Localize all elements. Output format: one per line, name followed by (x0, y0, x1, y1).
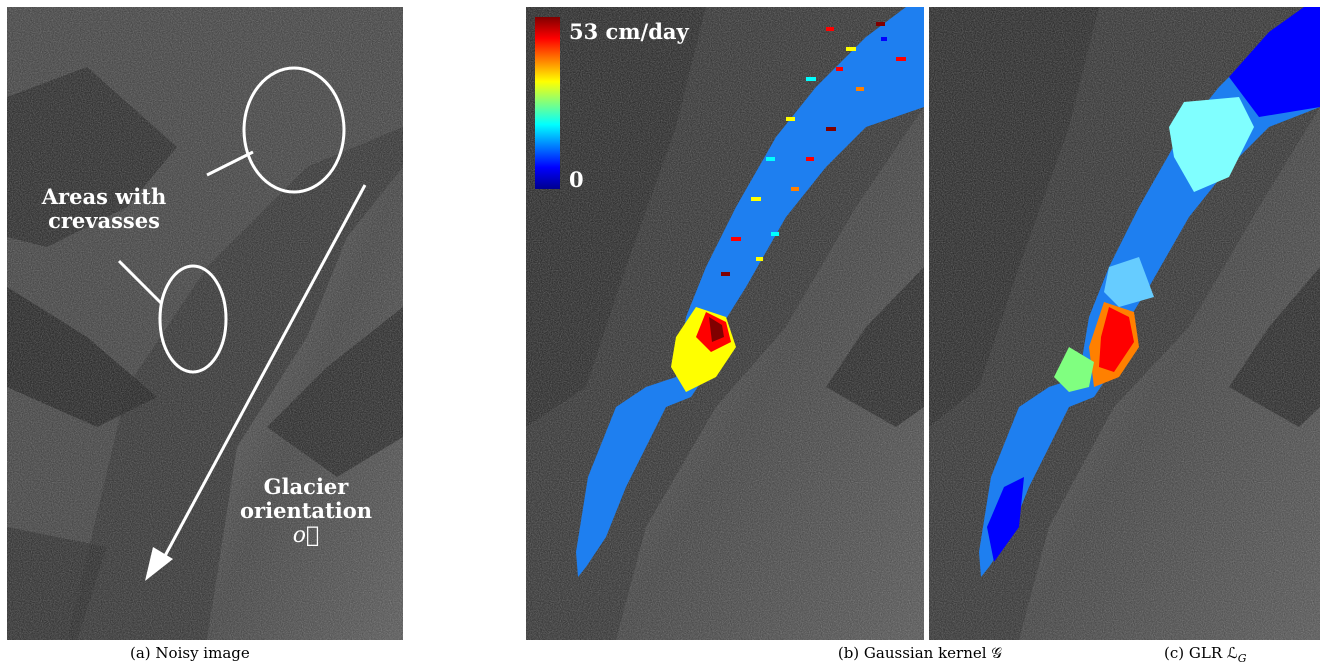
glr-segment-green (1054, 347, 1094, 392)
glr-panel (929, 7, 1320, 640)
colorbar (535, 17, 560, 189)
noisy-sar-image (7, 7, 403, 640)
orientation-vector-symbol: o⃗ (292, 523, 320, 549)
orientation-arrow-head (145, 547, 173, 581)
glr-velocity-map (929, 7, 1320, 640)
caption-c-text: (c) GLR ℒ (1164, 644, 1238, 662)
orientation-annotation: Glacier orientation o⃗ (211, 474, 401, 549)
pointer-line-lower (117, 259, 163, 305)
glr-segment-bottom (987, 477, 1024, 562)
glr-segment-top (1229, 7, 1320, 117)
caption-c-subscript: G (1237, 652, 1247, 665)
caption-c: (c) GLR ℒG (1164, 644, 1246, 665)
pointer-line-upper (206, 150, 254, 177)
colorbar-min-label: 0 (569, 167, 584, 192)
crevasse-ellipse-upper (242, 66, 346, 194)
caption-b: (b) Gaussian kernel 𝒢 (837, 644, 1002, 662)
orientation-arrow-shaft (157, 184, 367, 568)
crevasse-annotation: Areas with crevasses (9, 184, 199, 234)
caption-a: (a) Noisy image (130, 644, 250, 662)
crevasse-label-line1: Areas with (41, 184, 167, 209)
gaussian-kernel-panel: 53 cm/day 0 (526, 7, 924, 640)
orientation-label-line1: Glacier (263, 474, 349, 499)
glr-segment-red (1099, 307, 1134, 372)
velocity-speckle-upper (721, 22, 906, 276)
gaussian-velocity-map (526, 7, 924, 640)
noisy-image-panel: Areas with crevasses Glacier orientation… (7, 7, 403, 640)
glacier-velocity-region (576, 7, 924, 577)
crevasse-label-line2: crevasses (48, 208, 160, 234)
orientation-label-line2: orientation (240, 498, 372, 524)
crevasse-ellipse-lower (158, 264, 228, 374)
glr-segment-cyan (1169, 97, 1254, 192)
colorbar-max-label: 53 cm/day (569, 19, 689, 44)
